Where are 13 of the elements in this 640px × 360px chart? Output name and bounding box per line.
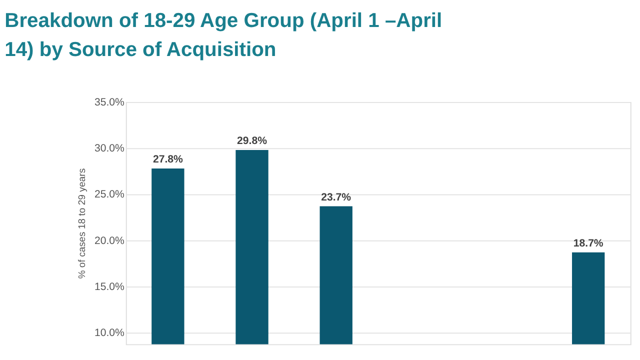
data-label: 18.7% [573, 238, 604, 250]
text: 14) by Source of Acquisition [4, 38, 276, 61]
y-tick-label: 10.0% [94, 327, 126, 340]
y-tick-label: 25.0% [94, 188, 126, 201]
text: Breakdown of 18-29 Age Group (April 1 –April [4, 10, 442, 32]
data-label: 29.8% [237, 135, 268, 148]
data-label: 23.7% [321, 192, 352, 204]
y-tick-label: 30.0% [94, 142, 126, 155]
data-label: 27.8% [152, 154, 184, 166]
y-tick-label: 20.0% [94, 234, 126, 247]
y-axis-title: % of cases 18 to 29 years [76, 168, 88, 279]
y-tick-label: 15.0% [94, 280, 126, 293]
y-tick-label: 35.0% [94, 96, 126, 108]
